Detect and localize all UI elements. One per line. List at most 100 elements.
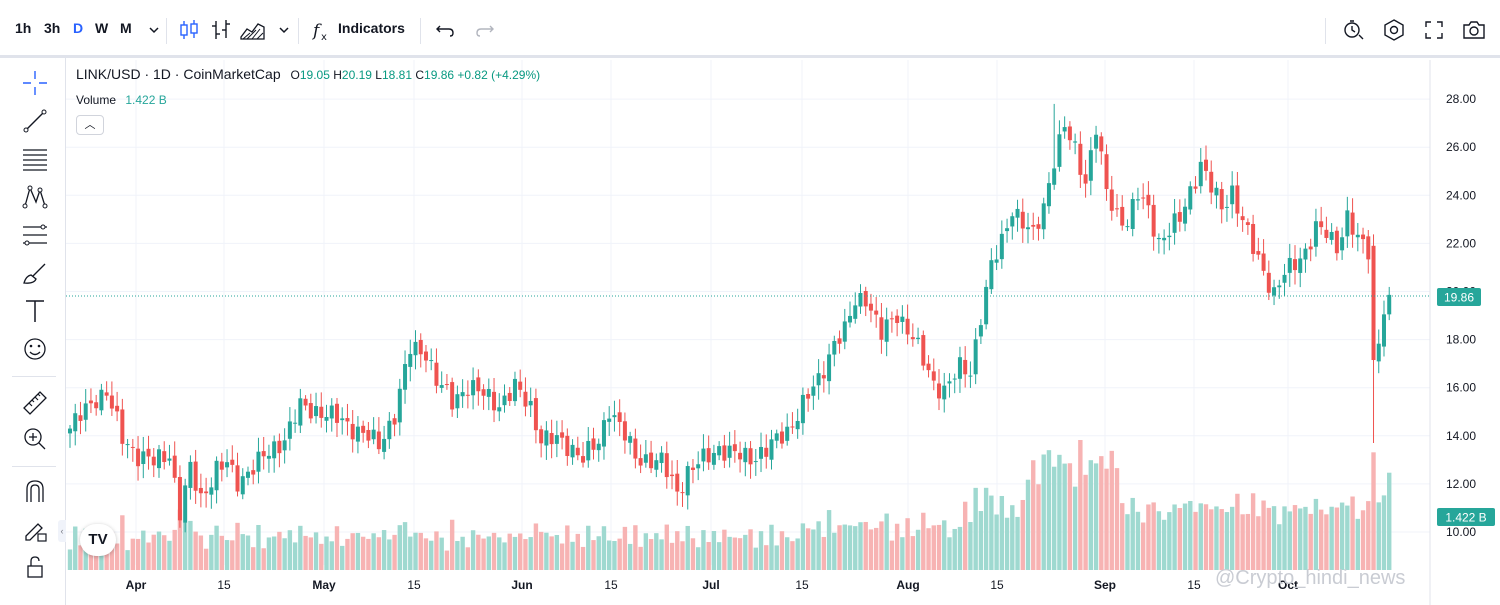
candle bbox=[1371, 234, 1376, 444]
zoom-in-icon[interactable] bbox=[18, 424, 52, 454]
toolbar-collapse-tab[interactable]: ‹ bbox=[58, 520, 66, 542]
volume-bar bbox=[800, 523, 806, 570]
volume-bar bbox=[758, 531, 764, 570]
candle bbox=[277, 433, 282, 468]
volume-bar bbox=[586, 525, 591, 570]
volume-bar bbox=[303, 535, 308, 570]
fib-icon[interactable] bbox=[18, 220, 52, 250]
emoji-icon[interactable] bbox=[18, 334, 52, 364]
candle bbox=[586, 427, 591, 468]
volume-bar bbox=[1339, 502, 1345, 570]
candle bbox=[172, 441, 177, 483]
crosshair-icon[interactable] bbox=[18, 68, 52, 98]
settings-hex-icon[interactable] bbox=[1380, 16, 1408, 44]
redo-icon[interactable] bbox=[470, 16, 498, 44]
bars-icon[interactable] bbox=[207, 16, 235, 44]
volume-bar bbox=[324, 536, 329, 570]
volume-bar bbox=[863, 521, 868, 570]
candle bbox=[659, 446, 664, 473]
undo-icon[interactable] bbox=[432, 16, 460, 44]
candle bbox=[905, 304, 910, 345]
camera-icon[interactable] bbox=[1460, 16, 1488, 44]
candle bbox=[858, 284, 863, 314]
symbol-title[interactable]: LINK/USD · 1D · CoinMarketCap bbox=[76, 66, 281, 82]
volume-bar bbox=[868, 529, 874, 570]
candle bbox=[387, 412, 392, 449]
volume-bar bbox=[1020, 499, 1025, 570]
volume-bar bbox=[366, 538, 371, 570]
candle bbox=[937, 369, 942, 411]
unlock-icon[interactable] bbox=[18, 552, 52, 582]
candle bbox=[1366, 230, 1371, 274]
candle bbox=[722, 434, 727, 469]
candle bbox=[1261, 239, 1266, 276]
interval-d[interactable]: D bbox=[73, 20, 84, 36]
y-tick-label: 16.00 bbox=[1446, 381, 1476, 395]
tradingview-logo[interactable]: TV bbox=[80, 524, 116, 556]
interval-1h[interactable]: 1h bbox=[15, 20, 32, 36]
candle bbox=[748, 441, 753, 479]
x-tick-label: 15 bbox=[990, 578, 1004, 592]
candle bbox=[732, 430, 737, 463]
volume-bar bbox=[209, 534, 214, 570]
candle bbox=[1245, 218, 1250, 235]
text-icon[interactable] bbox=[18, 296, 52, 326]
toolbar-divider bbox=[298, 18, 299, 44]
candle bbox=[994, 245, 999, 271]
volume-bar bbox=[549, 536, 554, 570]
volume-bar bbox=[1010, 505, 1015, 570]
volume-bar bbox=[162, 535, 167, 570]
candle bbox=[251, 459, 256, 485]
volume-bar bbox=[413, 532, 418, 570]
chart-type-chevron-icon[interactable] bbox=[270, 16, 290, 44]
lock-pencil-icon[interactable] bbox=[18, 514, 52, 544]
area-icon[interactable] bbox=[238, 16, 266, 44]
candle bbox=[1094, 125, 1099, 163]
candle bbox=[738, 441, 743, 473]
volume-bar bbox=[292, 542, 298, 570]
candle bbox=[811, 375, 816, 410]
open-value: 19.05 bbox=[299, 68, 330, 82]
horizontal-lines-icon[interactable] bbox=[18, 144, 52, 174]
candle bbox=[266, 444, 271, 473]
candle bbox=[355, 416, 360, 454]
trend-line-icon[interactable] bbox=[18, 106, 52, 136]
interval-m[interactable]: M bbox=[120, 20, 132, 36]
candle bbox=[439, 371, 444, 393]
collapse-legend-button[interactable]: ︿ bbox=[76, 115, 104, 135]
chevron-down-icon[interactable] bbox=[140, 16, 160, 44]
volume-bar bbox=[722, 529, 727, 570]
volume-bar bbox=[732, 537, 738, 570]
candle bbox=[984, 279, 989, 330]
volume-bar bbox=[690, 538, 696, 570]
candle bbox=[361, 420, 366, 443]
candle bbox=[570, 439, 575, 465]
volume-bar bbox=[486, 536, 491, 570]
volume-bar bbox=[1277, 524, 1282, 570]
volume-bar bbox=[952, 528, 957, 570]
drawing-toolbar: ‹ bbox=[0, 58, 66, 605]
volume-bar bbox=[1188, 500, 1193, 570]
volume-bar bbox=[565, 525, 570, 570]
volume-value: 1.422 B bbox=[125, 93, 167, 107]
brush-icon[interactable] bbox=[18, 258, 52, 288]
candles-icon[interactable] bbox=[175, 16, 203, 44]
ruler-icon[interactable] bbox=[18, 386, 52, 416]
volume-bar bbox=[465, 547, 471, 570]
candle bbox=[753, 449, 758, 476]
volume-bar bbox=[999, 495, 1005, 570]
interval-w[interactable]: W bbox=[95, 20, 109, 36]
candle bbox=[1214, 181, 1219, 209]
pattern-icon[interactable] bbox=[18, 182, 52, 212]
fullscreen-icon[interactable] bbox=[1420, 16, 1448, 44]
indicators-button[interactable]: Indicators bbox=[338, 20, 405, 36]
alert-clock-icon[interactable] bbox=[1339, 16, 1367, 44]
interval-3h[interactable]: 3h bbox=[44, 20, 61, 36]
candle bbox=[151, 447, 156, 478]
y-tick-label: 22.00 bbox=[1446, 236, 1476, 250]
magnet-icon[interactable] bbox=[18, 476, 52, 506]
volume-bar bbox=[1083, 474, 1088, 570]
open-label: O bbox=[290, 68, 300, 82]
